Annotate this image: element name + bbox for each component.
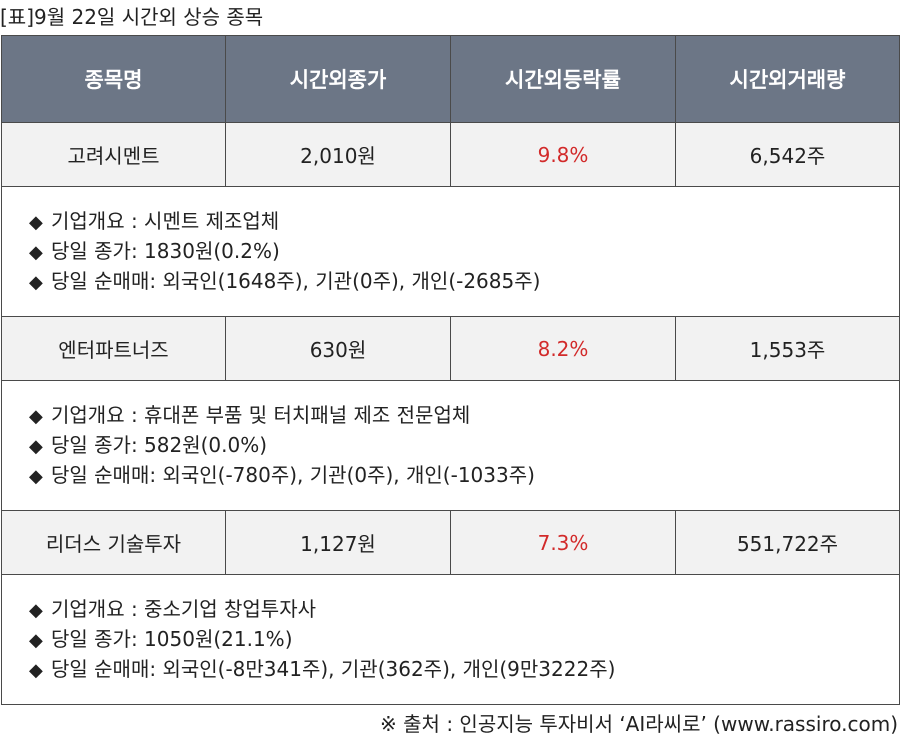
diamond-bullet-icon: ◆ — [29, 465, 43, 487]
header-close: 시간외종가 — [225, 35, 451, 123]
stock-detail-row: ◆ 기업개요 : 중소기업 창업투자사 ◆ 당일 종가: 1050원(21.1%) … — [1, 574, 900, 705]
detail-text: 당일 종가: 1830원(0.2%) — [51, 238, 280, 263]
stock-rate: 7.3% — [450, 510, 676, 575]
diamond-bullet-icon: ◆ — [29, 599, 43, 621]
header-stock-name: 종목명 — [1, 35, 226, 123]
stock-volume: 6,542주 — [675, 122, 900, 187]
detail-line-close: ◆ 당일 종가: 1830원(0.2%) — [29, 237, 899, 267]
detail-text: 당일 종가: 582원(0.0%) — [51, 432, 268, 457]
diamond-bullet-icon: ◆ — [29, 241, 43, 263]
detail-text: 당일 순매매: 외국인(-780주), 기관(0주), 개인(-1033주) — [51, 462, 535, 487]
detail-text: 기업개요 : 휴대폰 부품 및 터치패널 제조 전문업체 — [51, 402, 471, 427]
stock-detail-cell: ◆ 기업개요 : 휴대폰 부품 및 터치패널 제조 전문업체 ◆ 당일 종가: 58… — [1, 380, 900, 511]
stock-detail-row: ◆ 기업개요 : 휴대폰 부품 및 터치패널 제조 전문업체 ◆ 당일 종가: 58… — [1, 380, 900, 511]
stock-close: 2,010원 — [225, 122, 451, 187]
stock-row: 리더스 기술투자 1,127원 7.3% 551,722주 — [1, 510, 900, 575]
stock-row: 엔터파트너즈 630원 8.2% 1,553주 — [1, 316, 900, 381]
stock-detail-cell: ◆ 기업개요 : 시멘트 제조업체 ◆ 당일 종가: 1830원(0.2%) ◆ 당일… — [1, 186, 900, 317]
stock-detail-cell: ◆ 기업개요 : 중소기업 창업투자사 ◆ 당일 종가: 1050원(21.1%) … — [1, 574, 900, 705]
stock-volume: 1,553주 — [675, 316, 900, 381]
detail-line-net-trading: ◆ 당일 순매매: 외국인(1648주), 기관(0주), 개인(-2685주) — [29, 267, 899, 297]
detail-text: 당일 순매매: 외국인(1648주), 기관(0주), 개인(-2685주) — [51, 268, 541, 293]
stock-name: 리더스 기술투자 — [1, 510, 226, 575]
detail-text: 기업개요 : 시멘트 제조업체 — [51, 208, 280, 233]
detail-line-close: ◆ 당일 종가: 1050원(21.1%) — [29, 625, 899, 655]
stock-row: 고려시멘트 2,010원 9.8% 6,542주 — [1, 122, 900, 187]
header-row: 종목명 시간외종가 시간외등락률 시간외거래량 — [1, 35, 900, 123]
stock-name: 고려시멘트 — [1, 122, 226, 187]
diamond-bullet-icon: ◆ — [29, 211, 43, 233]
diamond-bullet-icon: ◆ — [29, 405, 43, 427]
stock-volume: 551,722주 — [675, 510, 900, 575]
diamond-bullet-icon: ◆ — [29, 629, 43, 651]
detail-line-overview: ◆ 기업개요 : 휴대폰 부품 및 터치패널 제조 전문업체 — [29, 401, 899, 431]
source-note: ※ 출처 : 인공지능 투자비서 ‘AI라씨로’ (www.rassiro.co… — [380, 712, 898, 736]
header-volume: 시간외거래량 — [675, 35, 900, 123]
stock-close: 1,127원 — [225, 510, 451, 575]
stock-name: 엔터파트너즈 — [1, 316, 226, 381]
diamond-bullet-icon: ◆ — [29, 435, 43, 457]
detail-line-net-trading: ◆ 당일 순매매: 외국인(-8만341주), 기관(362주), 개인(9만32… — [29, 655, 899, 685]
detail-text: 기업개요 : 중소기업 창업투자사 — [51, 596, 317, 621]
detail-line-overview: ◆ 기업개요 : 시멘트 제조업체 — [29, 207, 899, 237]
detail-text: 당일 순매매: 외국인(-8만341주), 기관(362주), 개인(9만322… — [51, 656, 616, 681]
detail-line-overview: ◆ 기업개요 : 중소기업 창업투자사 — [29, 595, 899, 625]
stock-detail-row: ◆ 기업개요 : 시멘트 제조업체 ◆ 당일 종가: 1830원(0.2%) ◆ 당일… — [1, 186, 900, 317]
detail-line-net-trading: ◆ 당일 순매매: 외국인(-780주), 기관(0주), 개인(-1033주) — [29, 461, 899, 491]
header-rate: 시간외등락률 — [450, 35, 676, 123]
detail-text: 당일 종가: 1050원(21.1%) — [51, 626, 293, 651]
detail-line-close: ◆ 당일 종가: 582원(0.0%) — [29, 431, 899, 461]
stock-rate: 8.2% — [450, 316, 676, 381]
stock-rate: 9.8% — [450, 122, 676, 187]
table-caption: [표]9월 22일 시간외 상승 종목 — [0, 5, 264, 29]
diamond-bullet-icon: ◆ — [29, 659, 43, 681]
after-hours-table: 종목명 시간외종가 시간외등락률 시간외거래량 고려시멘트 2,010원 9.8… — [1, 35, 900, 705]
stock-close: 630원 — [225, 316, 451, 381]
diamond-bullet-icon: ◆ — [29, 271, 43, 293]
